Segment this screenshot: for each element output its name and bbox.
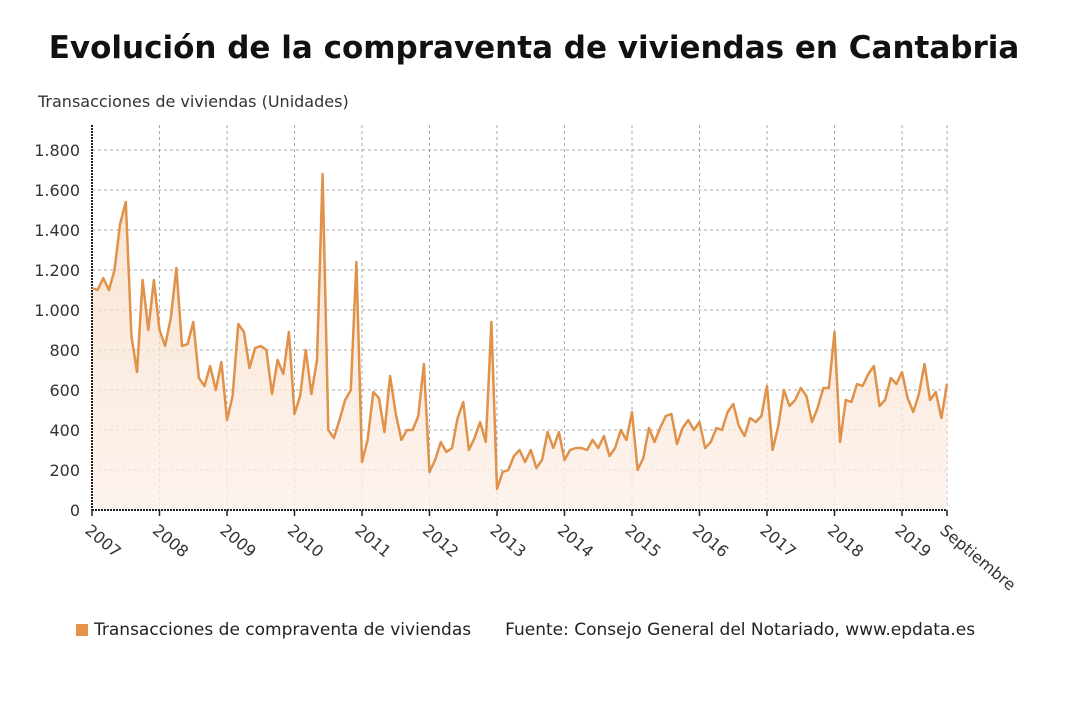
x-tick-label: 2012 — [419, 521, 462, 562]
legend-swatch — [76, 624, 88, 636]
x-tick-label: 2014 — [554, 521, 597, 562]
x-tick-label: 2018 — [824, 521, 867, 562]
x-tick-label: 2019 — [891, 521, 934, 562]
x-tick-label: Septiembre — [936, 521, 1019, 595]
x-tick-label: 2016 — [689, 521, 732, 562]
x-tick-label: 2010 — [284, 521, 327, 562]
y-tick-label: 400 — [49, 421, 80, 440]
x-tick-label: 2013 — [486, 521, 529, 562]
x-tick-label: 2009 — [216, 521, 259, 562]
legend-label: Transacciones de compraventa de vivienda… — [94, 620, 472, 640]
x-tick-label: 2017 — [756, 521, 799, 562]
y-tick-label: 1.600 — [34, 181, 80, 200]
source-note: Fuente: Consejo General del Notariado, w… — [505, 620, 976, 640]
y-tick-label: 800 — [49, 341, 80, 360]
y-tick-label: 200 — [49, 461, 80, 480]
x-tick-label: 2011 — [351, 521, 394, 562]
y-tick-label: 1.000 — [34, 301, 80, 320]
y-tick-label: 1.400 — [34, 221, 80, 240]
series-area — [92, 174, 947, 510]
series-line — [91, 172, 949, 491]
y-tick-label: 600 — [49, 381, 80, 400]
x-tick-label: 2007 — [81, 521, 124, 562]
y-tick-label: 1.200 — [34, 261, 80, 280]
y-axis-label: Transacciones de viviendas (Unidades) — [38, 92, 349, 111]
y-tick-label: 1.800 — [34, 141, 80, 160]
chart-title: Evolución de la compraventa de viviendas… — [48, 30, 1020, 66]
x-tick-label: 2008 — [149, 521, 192, 562]
x-tick-label: 2015 — [621, 521, 664, 562]
legend: Transacciones de compraventa de vivienda… — [76, 620, 975, 640]
y-tick-label: 0 — [70, 501, 80, 520]
